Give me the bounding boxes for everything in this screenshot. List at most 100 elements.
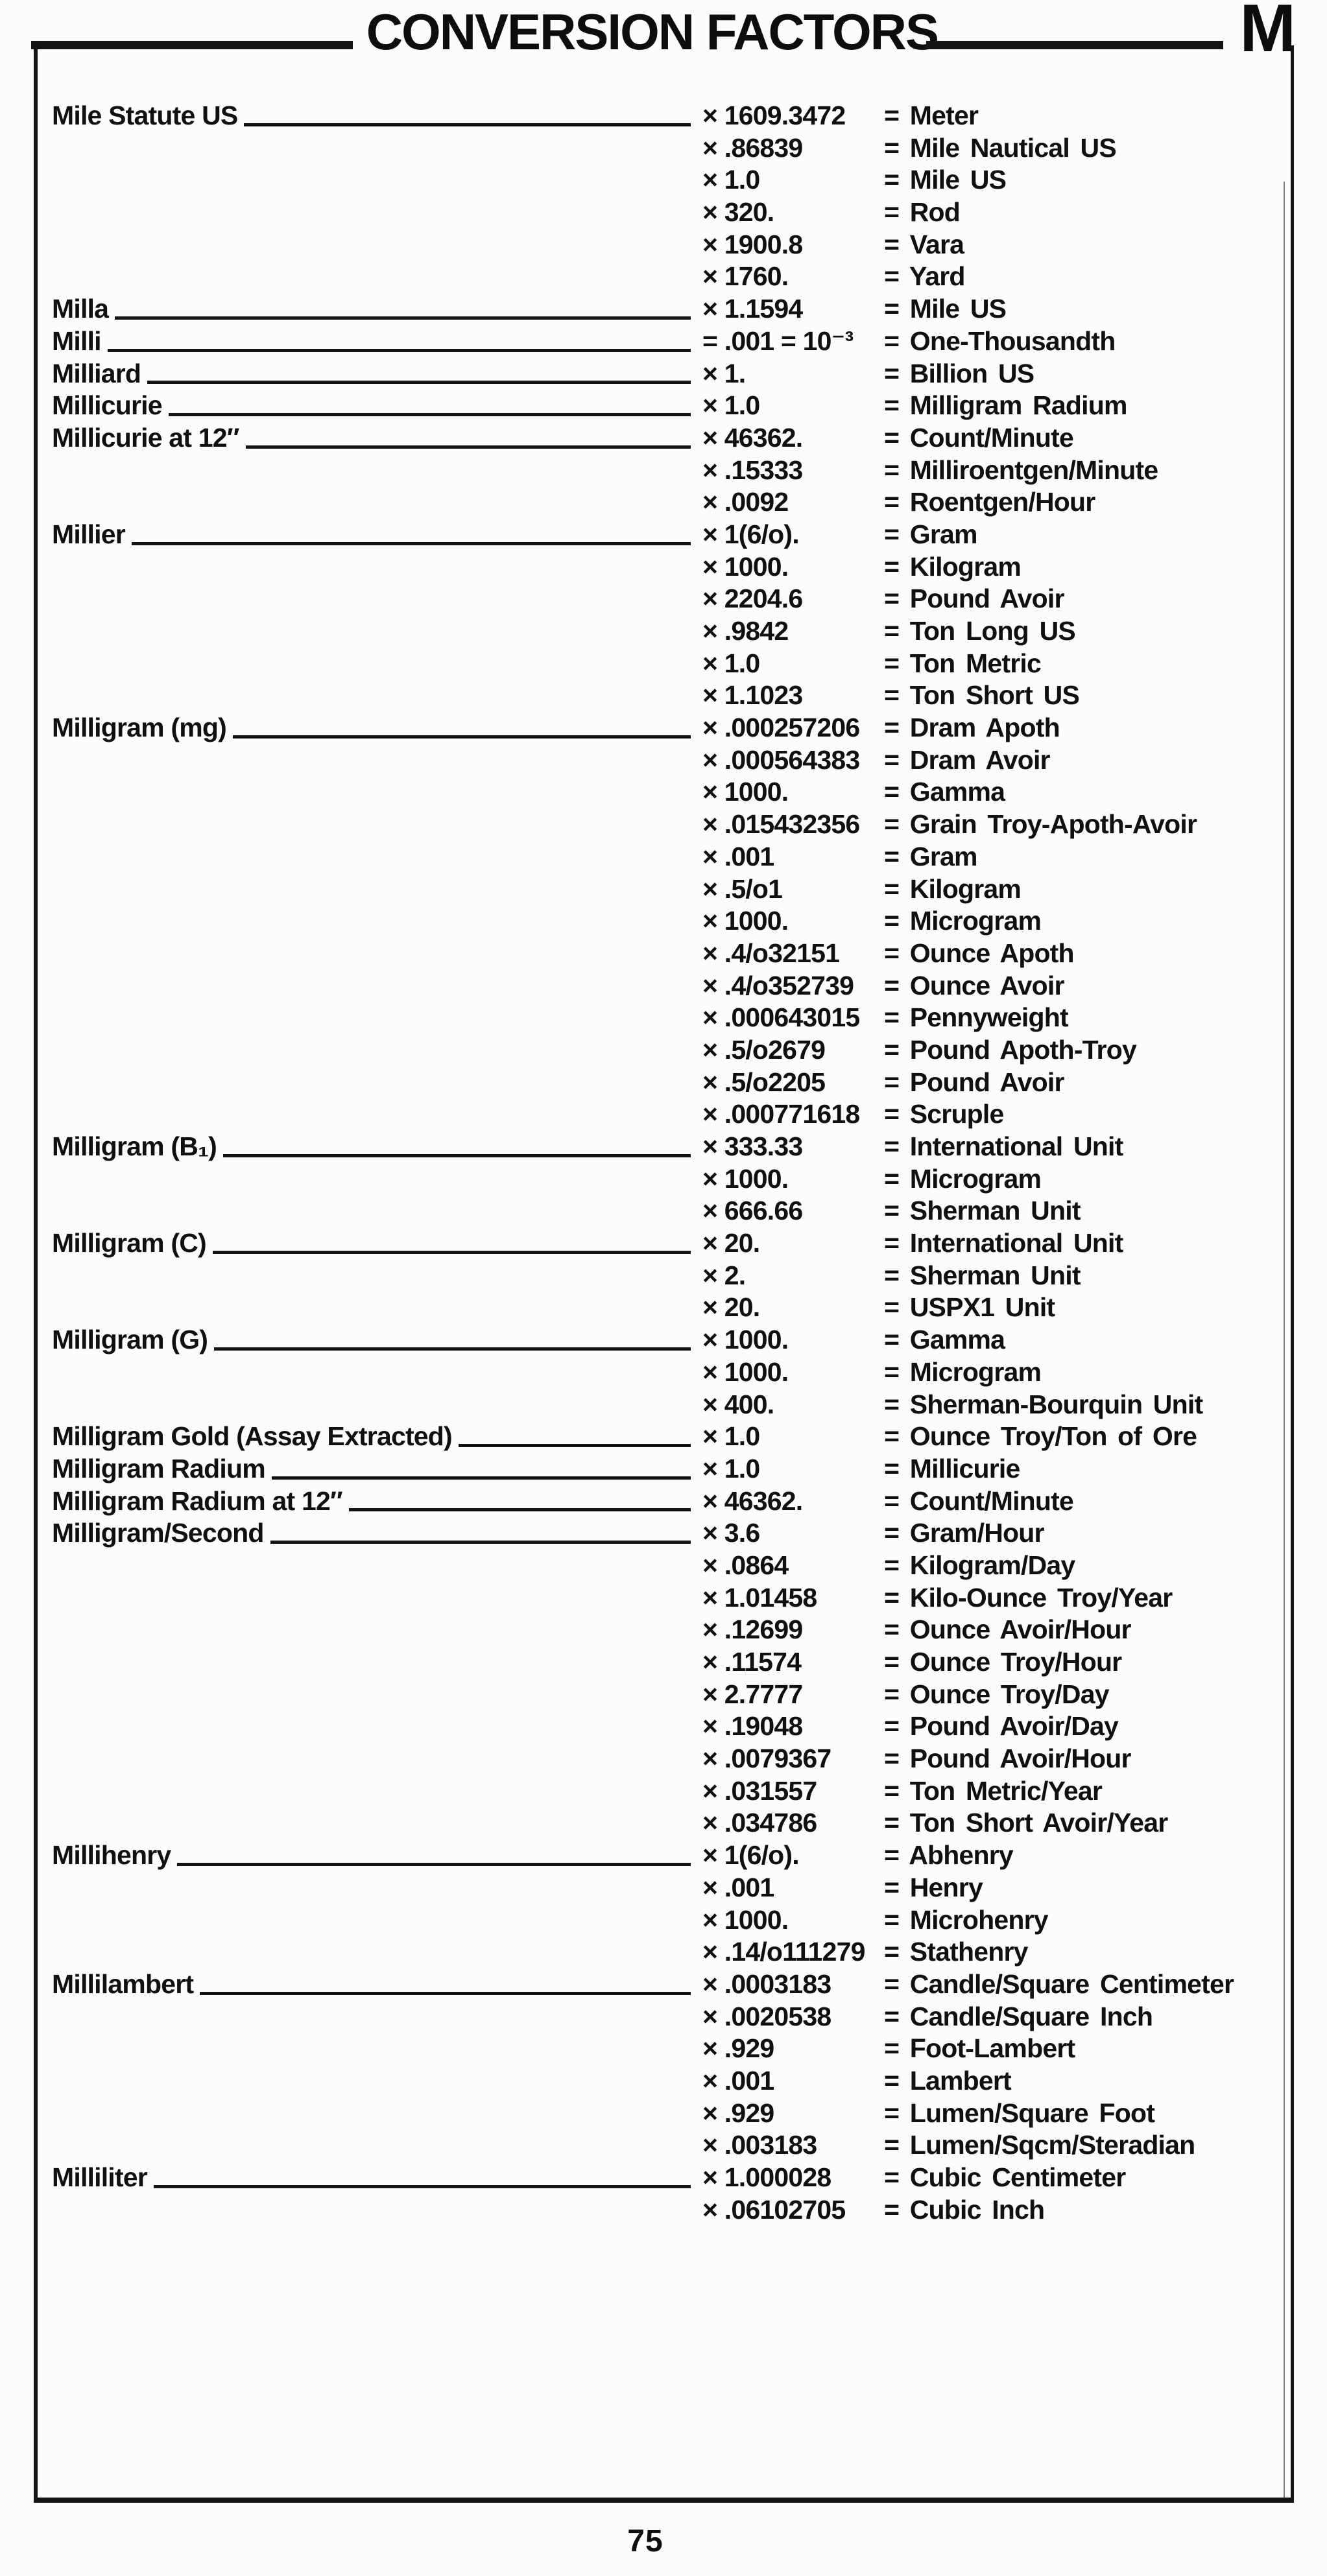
result-unit: = Mile US — [884, 294, 1007, 324]
leader-line — [214, 1347, 691, 1351]
factor-value: × 1.1594 — [702, 294, 803, 324]
table-row: Millicurie at 12″ × 46362. = Count/Minute — [38, 422, 1282, 455]
factor-value: × .4/o32151 — [702, 938, 840, 968]
factor-value: × .003183 — [702, 2130, 817, 2160]
table-row: Milligram Gold (Assay Extracted) × 1.0 = O… — [38, 1421, 1282, 1453]
factor-value: × 1.0 — [702, 648, 760, 678]
result-unit: = Gamma — [884, 777, 1005, 807]
factor-value: × 1.0 — [702, 165, 760, 195]
factor-value: × 1900.8 — [702, 229, 803, 259]
section-letter: M — [1239, 0, 1296, 66]
factor-value: × .4/o352739 — [702, 970, 854, 1000]
result-unit: = Sherman Unit — [884, 1260, 1081, 1290]
table-row: × 1.1023 = Ton Short US — [38, 679, 1282, 712]
result-unit: = Sherman Unit — [884, 1196, 1081, 1226]
unit-name: Millicurie at 12″ — [52, 422, 239, 453]
factor-value: × 1.01458 — [702, 1582, 817, 1613]
table-row: × 1.0 = Mile US — [38, 164, 1282, 196]
result-unit: = Microhenry — [884, 1904, 1049, 1935]
result-unit: = Microgram — [884, 1356, 1042, 1387]
table-row: × .034786 = Ton Short Avoir/Year — [38, 1807, 1282, 1839]
table-row: Milligram Radium at 12″ × 46362. = Count/M… — [38, 1485, 1282, 1518]
leader-line — [107, 348, 691, 352]
factor-value: × 1.0 — [702, 390, 760, 421]
table-row: × 1.0 = Ton Metric — [38, 648, 1282, 680]
table-row: × .031557 = Ton Metric/Year — [38, 1775, 1282, 1808]
factor-value: × .0020538 — [702, 2001, 831, 2031]
factor-value: × 1(6/o). — [702, 1840, 800, 1871]
unit-name: Mile Statute US — [52, 100, 238, 130]
conversion-rows: Mile Statute US × 1609.3472 = Meter × .8683… — [38, 100, 1282, 2226]
factor-value: × .000771618 — [702, 1099, 860, 1129]
factor-value: × .031557 — [702, 1775, 817, 1806]
table-row: × 1000. = Microgram — [38, 1163, 1282, 1196]
result-unit: = Count/Minute — [884, 422, 1074, 453]
factor-value: × .0003183 — [702, 1968, 831, 1999]
result-unit: = Meter — [884, 100, 979, 130]
result-unit: = Ounce Troy/Hour — [884, 1647, 1122, 1677]
table-row: × .11574 = Ounce Troy/Hour — [38, 1646, 1282, 1679]
result-unit: = Pennyweight — [884, 1002, 1069, 1033]
table-row: × .06102705 = Cubic Inch — [38, 2194, 1282, 2227]
leader-line — [115, 316, 691, 320]
result-unit: = Sherman-Bourquin Unit — [884, 1389, 1203, 1419]
factor-value: × 320. — [702, 197, 774, 228]
result-unit: = Kilogram/Day — [884, 1550, 1075, 1580]
table-row: × .5/o2205 = Pound Avoir — [38, 1067, 1282, 1099]
result-unit: = Ounce Troy/Ton of Ore — [884, 1421, 1197, 1452]
table-row: Mile Statute US × 1609.3472 = Meter — [38, 100, 1282, 132]
factor-value: × 1000. — [702, 906, 789, 936]
result-unit: = Ounce Avoir/Hour — [884, 1614, 1132, 1645]
factor-value: × 1609.3472 — [702, 100, 846, 130]
table-row: × .929 = Lumen/Square Foot — [38, 2097, 1282, 2130]
unit-name: Milligram Radium — [52, 1453, 266, 1483]
table-row: × .0079367 = Pound Avoir/Hour — [38, 1743, 1282, 1775]
result-unit: = Yard — [884, 261, 965, 292]
result-unit: = Ton Short US — [884, 680, 1080, 711]
factor-value: × 1000. — [702, 777, 789, 807]
factor-value: × 1000. — [702, 551, 789, 582]
table-row: Millilambert × .0003183 = Candle/Square Ce… — [38, 1968, 1282, 2001]
factor-value: × .0864 — [702, 1550, 789, 1580]
factor-value: × .929 — [702, 2033, 774, 2064]
result-unit: = Roentgen/Hour — [884, 487, 1095, 517]
table-row: × 2.7777 = Ounce Troy/Day — [38, 1679, 1282, 1711]
table-row: × .19048 = Pound Avoir/Day — [38, 1710, 1282, 1743]
factor-value: × .12699 — [702, 1614, 803, 1645]
leader-line — [232, 735, 691, 739]
result-unit: = One-Thousandth — [884, 325, 1116, 356]
table-row: × .4/o352739 = Ounce Avoir — [38, 970, 1282, 1002]
header-rule-left — [31, 41, 353, 49]
scan-edge-line — [1284, 182, 1285, 2498]
table-row: Milliard × 1. = Billion US — [38, 358, 1282, 390]
table-row: × 1000. = Microgram — [38, 1356, 1282, 1389]
leader-line — [177, 1862, 691, 1866]
unit-name: Milliliter — [52, 2162, 148, 2192]
result-unit: = Kilo-Ounce Troy/Year — [884, 1582, 1173, 1613]
result-unit: = Kilogram — [884, 873, 1022, 904]
result-unit: = Grain Troy-Apoth-Avoir — [884, 809, 1197, 840]
factor-value: × .9842 — [702, 616, 789, 646]
table-row: × 1000. = Microgram — [38, 905, 1282, 938]
factor-value: × .001 — [702, 2065, 774, 2096]
table-row: Milligram (B₁) × 333.33 = International Un… — [38, 1131, 1282, 1163]
result-unit: = Ton Long US — [884, 616, 1076, 646]
result-unit: = Gamma — [884, 1325, 1005, 1355]
table-row: Millihenry × 1(6/o). = Abhenry — [38, 1839, 1282, 1872]
result-unit: = Microgram — [884, 1163, 1042, 1194]
factor-value: × .11574 — [702, 1647, 802, 1677]
factor-value: × 1.1023 — [702, 680, 803, 711]
result-unit: = Milliroentgen/Minute — [884, 455, 1158, 485]
table-row: × .015432356 = Grain Troy-Apoth-Avoir — [38, 809, 1282, 841]
factor-value: × 1000. — [702, 1904, 789, 1935]
result-unit: = Stathenry — [884, 1937, 1028, 1967]
factor-value: × 20. — [702, 1292, 760, 1323]
factor-value: × 20. — [702, 1228, 760, 1258]
unit-name: Milligram Gold (Assay Extracted) — [52, 1421, 453, 1452]
factor-value: × 1.0 — [702, 1453, 760, 1483]
result-unit: = Ton Metric/Year — [884, 1775, 1103, 1806]
table-row: × 1000. = Microhenry — [38, 1904, 1282, 1937]
factor-value: × 1.000028 — [702, 2162, 831, 2192]
result-unit: = Lumen/Square Foot — [884, 2097, 1155, 2128]
result-unit: = Candle/Square Inch — [884, 2001, 1153, 2031]
